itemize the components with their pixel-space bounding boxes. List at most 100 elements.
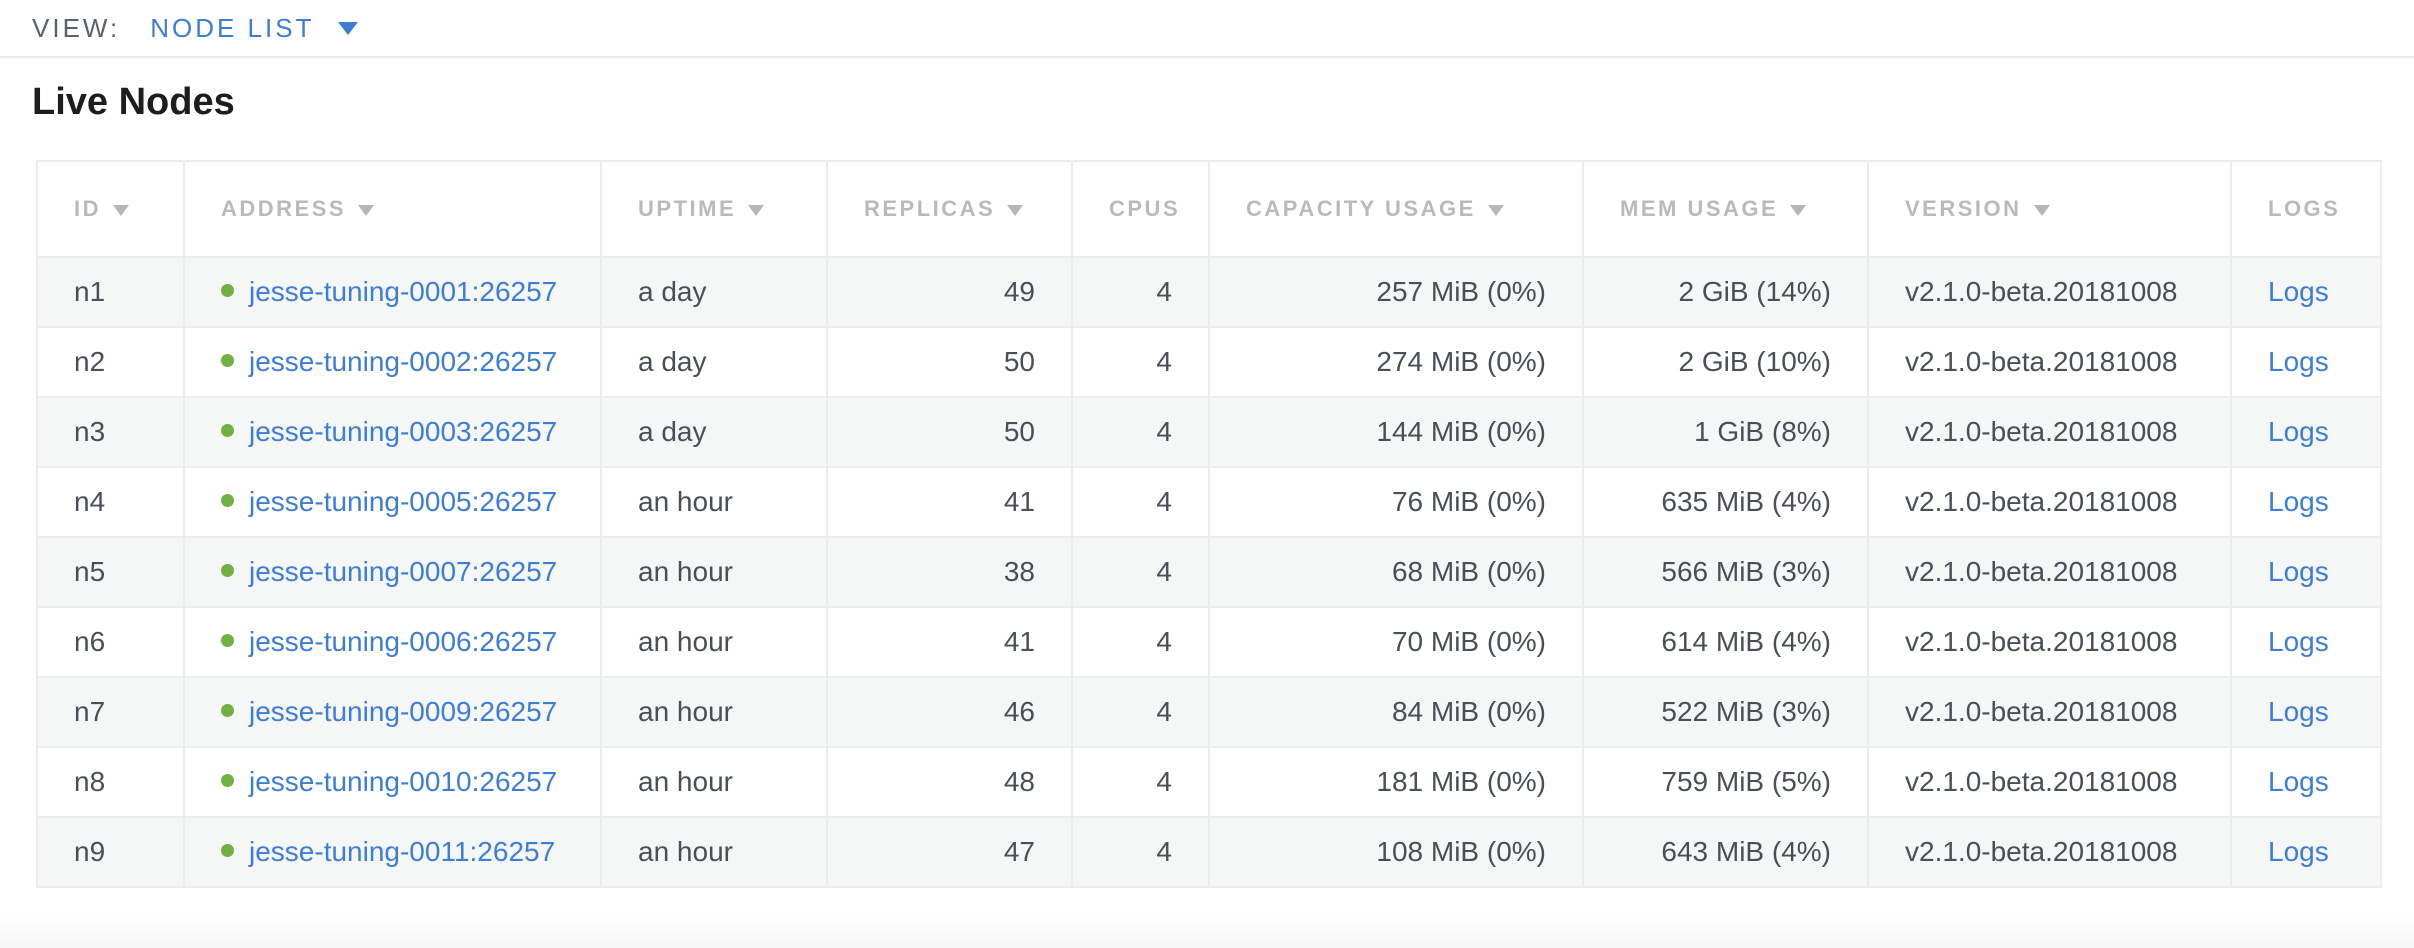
node-uptime-cell: an hour: [600, 536, 828, 608]
node-id-cell: n1: [36, 256, 185, 328]
view-selector-value: NODE LIST: [150, 12, 315, 43]
node-uptime-cell: a day: [600, 326, 828, 398]
node-capacity-usage-cell: 70 MiB (0%): [1208, 606, 1584, 678]
node-logs-link[interactable]: Logs: [2268, 766, 2329, 797]
column-header-capacity-usage[interactable]: CAPACITY USAGE: [1208, 160, 1584, 258]
node-replicas-cell: 41: [826, 466, 1073, 538]
node-cpus-cell: 4: [1071, 396, 1210, 468]
node-address-cell: jesse-tuning-0002:26257: [183, 326, 602, 398]
node-id-cell: n3: [36, 396, 185, 468]
node-logs-link[interactable]: Logs: [2268, 556, 2329, 587]
node-logs-cell: Logs: [2230, 816, 2382, 888]
node-capacity-usage-cell: 257 MiB (0%): [1208, 256, 1584, 328]
node-cpus-cell: 4: [1071, 606, 1210, 678]
node-logs-cell: Logs: [2230, 536, 2382, 608]
node-capacity-usage-cell: 274 MiB (0%): [1208, 326, 1584, 398]
node-mem-usage-cell: 2 GiB (10%): [1582, 326, 1869, 398]
node-address-link[interactable]: jesse-tuning-0006:26257: [249, 626, 558, 657]
view-selector-dropdown[interactable]: NODE LIST: [150, 12, 359, 44]
node-id-cell: n9: [36, 816, 185, 888]
node-mem-usage-cell: 522 MiB (3%): [1582, 676, 1869, 748]
node-address-link[interactable]: jesse-tuning-0007:26257: [249, 556, 558, 587]
node-address-cell: jesse-tuning-0005:26257: [183, 466, 602, 538]
node-uptime-cell: a day: [600, 396, 828, 468]
column-header-label: CPUS: [1109, 196, 1181, 221]
node-address-cell: jesse-tuning-0011:26257: [183, 816, 602, 888]
node-version-cell: v2.1.0-beta.20181008: [1867, 676, 2232, 748]
node-replicas-cell: 47: [826, 816, 1073, 888]
table-header-row: ID ADDRESS UPTIME REPLICAS CPUS CAPACITY…: [36, 160, 2382, 258]
view-toolbar: VIEW: NODE LIST: [0, 0, 2414, 58]
node-row: n5 jesse-tuning-0007:26257 an hour 38 4 …: [36, 536, 2382, 608]
node-logs-link[interactable]: Logs: [2268, 486, 2329, 517]
node-address-link[interactable]: jesse-tuning-0011:26257: [249, 836, 556, 867]
column-header-uptime[interactable]: UPTIME: [600, 160, 828, 258]
node-logs-link[interactable]: Logs: [2268, 416, 2329, 447]
column-header-address[interactable]: ADDRESS: [183, 160, 602, 258]
node-logs-link[interactable]: Logs: [2268, 626, 2329, 657]
sort-arrow-icon: [1007, 205, 1024, 216]
node-row: n3 jesse-tuning-0003:26257 a day 50 4 14…: [36, 396, 2382, 468]
node-logs-link[interactable]: Logs: [2268, 346, 2329, 377]
node-health-dot-icon: [221, 774, 234, 788]
column-header-logs: LOGS: [2230, 160, 2382, 258]
node-cpus-cell: 4: [1071, 676, 1210, 748]
node-address-cell: jesse-tuning-0003:26257: [183, 396, 602, 468]
column-header-mem-usage[interactable]: MEM USAGE: [1582, 160, 1869, 258]
node-address-link[interactable]: jesse-tuning-0010:26257: [249, 766, 558, 797]
node-version-cell: v2.1.0-beta.20181008: [1867, 816, 2232, 888]
live-nodes-section: Live Nodes ID ADDRESS UPTIME REPLICAS CP…: [0, 80, 2414, 888]
node-row: n2 jesse-tuning-0002:26257 a day 50 4 27…: [36, 326, 2382, 398]
node-address-link[interactable]: jesse-tuning-0001:26257: [249, 276, 558, 307]
column-header-label: ID: [74, 196, 101, 221]
node-address-link[interactable]: jesse-tuning-0005:26257: [249, 486, 558, 517]
node-row: n6 jesse-tuning-0006:26257 an hour 41 4 …: [36, 606, 2382, 678]
node-row: n9 jesse-tuning-0011:26257 an hour 47 4 …: [36, 816, 2382, 888]
node-row: n4 jesse-tuning-0005:26257 an hour 41 4 …: [36, 466, 2382, 538]
sort-arrow-icon: [1790, 205, 1807, 216]
node-uptime-cell: an hour: [600, 746, 828, 818]
node-row: n7 jesse-tuning-0009:26257 an hour 46 4 …: [36, 676, 2382, 748]
node-mem-usage-cell: 635 MiB (4%): [1582, 466, 1869, 538]
node-logs-link[interactable]: Logs: [2268, 276, 2329, 307]
node-logs-cell: Logs: [2230, 676, 2382, 748]
node-mem-usage-cell: 759 MiB (5%): [1582, 746, 1869, 818]
node-version-cell: v2.1.0-beta.20181008: [1867, 606, 2232, 678]
node-logs-cell: Logs: [2230, 466, 2382, 538]
column-header-label: UPTIME: [638, 196, 737, 221]
node-address-cell: jesse-tuning-0009:26257: [183, 676, 602, 748]
node-health-dot-icon: [221, 494, 234, 508]
node-logs-cell: Logs: [2230, 326, 2382, 398]
node-replicas-cell: 41: [826, 606, 1073, 678]
node-mem-usage-cell: 566 MiB (3%): [1582, 536, 1869, 608]
node-capacity-usage-cell: 181 MiB (0%): [1208, 746, 1584, 818]
column-header-id[interactable]: ID: [36, 160, 185, 258]
view-label: VIEW:: [32, 12, 121, 43]
node-cpus-cell: 4: [1071, 746, 1210, 818]
node-id-cell: n5: [36, 536, 185, 608]
node-health-dot-icon: [221, 354, 234, 368]
column-header-label: LOGS: [2268, 196, 2341, 221]
node-version-cell: v2.1.0-beta.20181008: [1867, 256, 2232, 328]
node-table-body: n1 jesse-tuning-0001:26257 a day 49 4 25…: [36, 256, 2382, 888]
sort-arrow-icon: [1487, 205, 1504, 216]
node-address-link[interactable]: jesse-tuning-0003:26257: [249, 416, 558, 447]
node-id-cell: n4: [36, 466, 185, 538]
node-address-cell: jesse-tuning-0007:26257: [183, 536, 602, 608]
column-header-label: REPLICAS: [864, 196, 996, 221]
column-header-version[interactable]: VERSION: [1867, 160, 2232, 258]
node-address-cell: jesse-tuning-0006:26257: [183, 606, 602, 678]
node-logs-link[interactable]: Logs: [2268, 836, 2329, 867]
node-address-link[interactable]: jesse-tuning-0002:26257: [249, 346, 558, 377]
node-health-dot-icon: [221, 704, 234, 718]
node-logs-cell: Logs: [2230, 746, 2382, 818]
node-cpus-cell: 4: [1071, 536, 1210, 608]
column-header-replicas[interactable]: REPLICAS: [826, 160, 1073, 258]
bottom-fade: [0, 916, 2414, 948]
node-version-cell: v2.1.0-beta.20181008: [1867, 746, 2232, 818]
node-address-link[interactable]: jesse-tuning-0009:26257: [249, 696, 558, 727]
node-logs-link[interactable]: Logs: [2268, 696, 2329, 727]
node-id-cell: n8: [36, 746, 185, 818]
node-replicas-cell: 50: [826, 396, 1073, 468]
node-cpus-cell: 4: [1071, 466, 1210, 538]
